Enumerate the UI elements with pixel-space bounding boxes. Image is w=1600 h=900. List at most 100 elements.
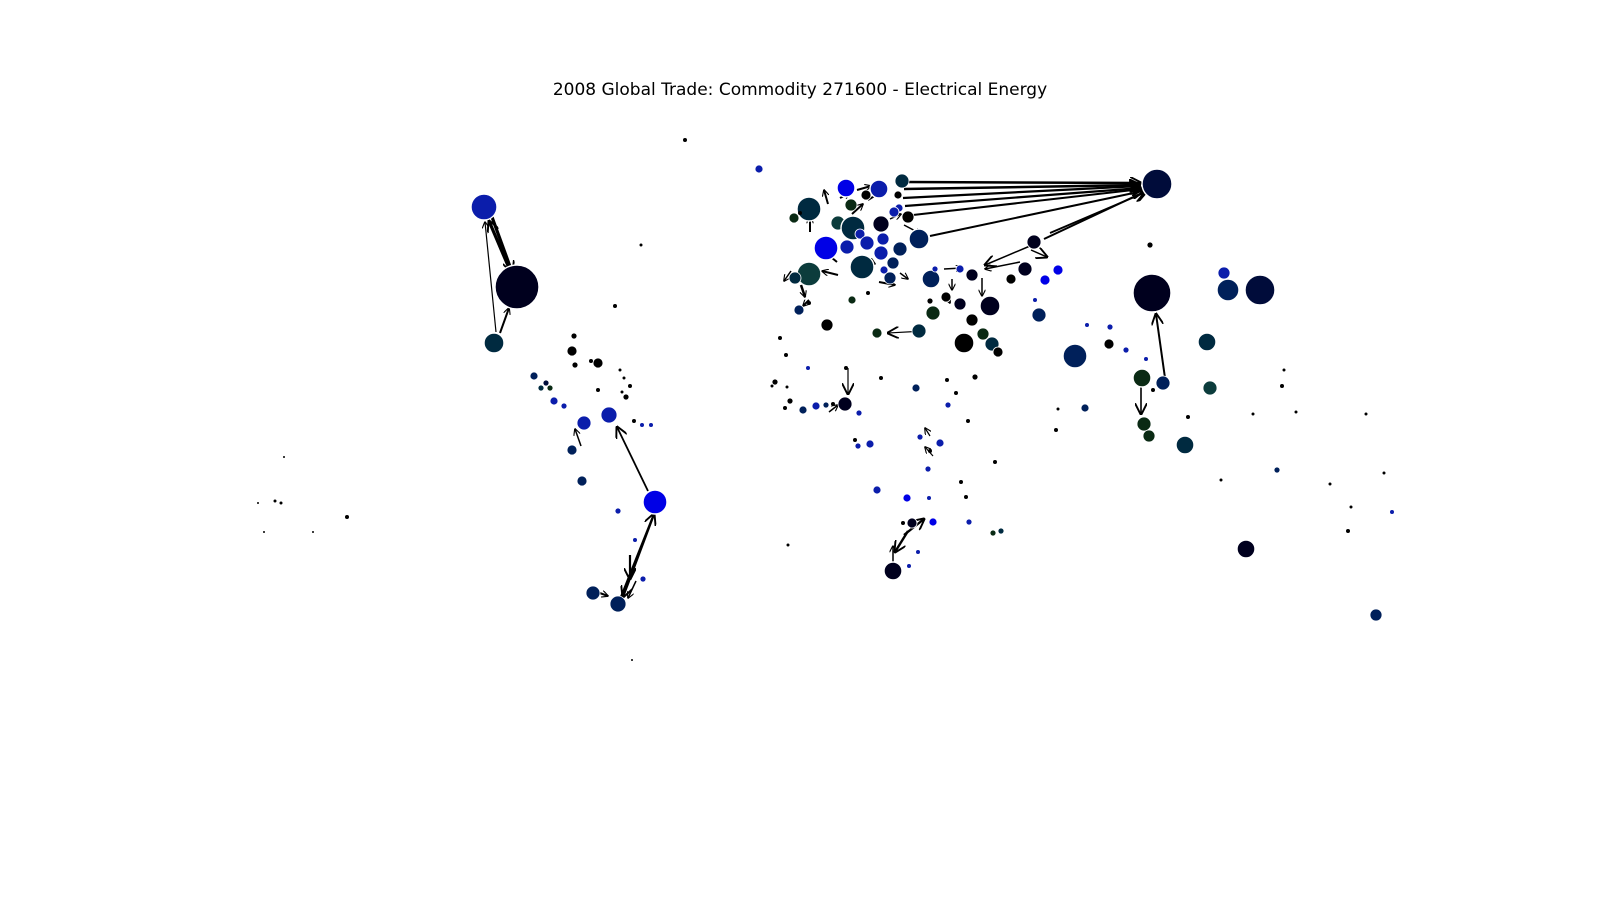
country-node-184 [263, 531, 265, 533]
country-node-24 [576, 415, 592, 431]
country-node-11 [570, 332, 578, 340]
country-node-81 [866, 291, 870, 295]
country-node-74 [955, 264, 965, 274]
country-node-101 [1062, 343, 1088, 369]
country-node-161 [872, 485, 882, 495]
country-node-25 [566, 444, 578, 456]
country-node-126 [1346, 529, 1350, 533]
country-node-23 [560, 402, 568, 410]
country-node-125 [1349, 505, 1353, 509]
country-node-31 [614, 507, 622, 515]
country-node-70 [931, 265, 939, 273]
country-node-94 [992, 346, 1004, 358]
country-node-104 [1085, 323, 1089, 327]
country-node-121 [1280, 384, 1284, 388]
country-node-148 [811, 401, 821, 411]
country-node-137 [771, 378, 779, 386]
country-node-45 [844, 198, 858, 212]
country-node-28 [640, 423, 644, 427]
country-node-83 [820, 318, 834, 332]
country-node-84 [1005, 273, 1017, 285]
country-node-26 [600, 406, 618, 424]
country-node-0 [470, 193, 498, 221]
country-node-160 [993, 460, 997, 464]
country-node-112 [1136, 416, 1152, 432]
country-node-183 [312, 531, 314, 533]
country-node-98 [1217, 266, 1231, 280]
country-node-152 [855, 409, 863, 417]
trade-edge-31 [801, 284, 805, 297]
country-node-77 [953, 297, 967, 311]
country-node-132 [1056, 407, 1060, 411]
country-node-6 [613, 304, 617, 308]
country-node-117 [1251, 412, 1255, 416]
country-node-174 [989, 529, 997, 537]
country-node-22 [549, 396, 559, 406]
country-node-63 [883, 271, 897, 285]
country-node-32 [576, 475, 588, 487]
country-node-18 [628, 384, 632, 388]
country-node-29 [649, 423, 653, 427]
country-node-54 [839, 239, 855, 255]
country-node-103 [1103, 338, 1115, 350]
country-node-72 [926, 297, 934, 305]
country-node-91 [953, 332, 975, 354]
trade-edge-15 [912, 189, 1142, 216]
trade-edge-19 [824, 190, 828, 205]
country-node-38 [836, 178, 856, 198]
country-node-47 [796, 196, 822, 222]
country-node-131 [1054, 428, 1058, 432]
country-node-164 [959, 480, 963, 484]
country-node-19 [622, 393, 630, 401]
country-node-147 [783, 406, 787, 410]
country-node-56 [876, 232, 890, 246]
country-node-46 [860, 189, 872, 201]
country-node-178 [283, 456, 285, 458]
country-node-154 [854, 442, 862, 450]
country-node-100 [1146, 241, 1154, 249]
country-node-127 [1390, 510, 1394, 514]
country-node-2 [483, 332, 505, 354]
country-node-136 [844, 366, 848, 370]
trade-edge-3 [499, 308, 509, 334]
country-node-51 [872, 215, 890, 233]
country-node-64 [796, 261, 822, 287]
country-node-155 [853, 438, 857, 442]
country-node-145 [786, 397, 794, 405]
trade-edge-5 [575, 429, 582, 447]
trade-edge-2 [485, 222, 497, 333]
country-node-97 [1216, 278, 1240, 302]
trade-edge-37 [1030, 250, 1047, 257]
country-node-116 [1202, 380, 1218, 396]
country-node-82 [847, 295, 857, 305]
country-node-21 [596, 388, 600, 392]
country-node-149 [822, 401, 830, 409]
country-node-59 [908, 228, 930, 250]
country-node-92 [976, 327, 990, 341]
country-node-111 [1186, 415, 1190, 419]
trade-edge-36 [985, 245, 1031, 265]
country-node-134 [784, 353, 788, 357]
trade-edge-33 [803, 300, 809, 306]
country-node-14 [592, 357, 604, 369]
country-node-55 [859, 235, 875, 251]
country-node-34 [639, 575, 647, 583]
trade-edge-7 [619, 514, 654, 598]
country-node-139 [911, 383, 921, 393]
country-node-65 [788, 271, 802, 285]
country-node-10 [546, 384, 554, 392]
country-node-30 [642, 489, 668, 515]
country-node-9 [537, 384, 545, 392]
country-node-43 [888, 206, 900, 218]
country-node-37 [631, 659, 633, 661]
country-node-120 [1282, 368, 1286, 372]
country-node-173 [997, 527, 1005, 535]
country-node-158 [928, 449, 932, 453]
country-node-156 [916, 433, 924, 441]
country-node-73 [925, 305, 941, 321]
country-node-86 [1039, 274, 1051, 286]
country-node-124 [1328, 482, 1332, 486]
country-node-119 [1364, 412, 1368, 416]
country-node-13 [571, 361, 579, 369]
country-node-107 [1144, 357, 1148, 361]
